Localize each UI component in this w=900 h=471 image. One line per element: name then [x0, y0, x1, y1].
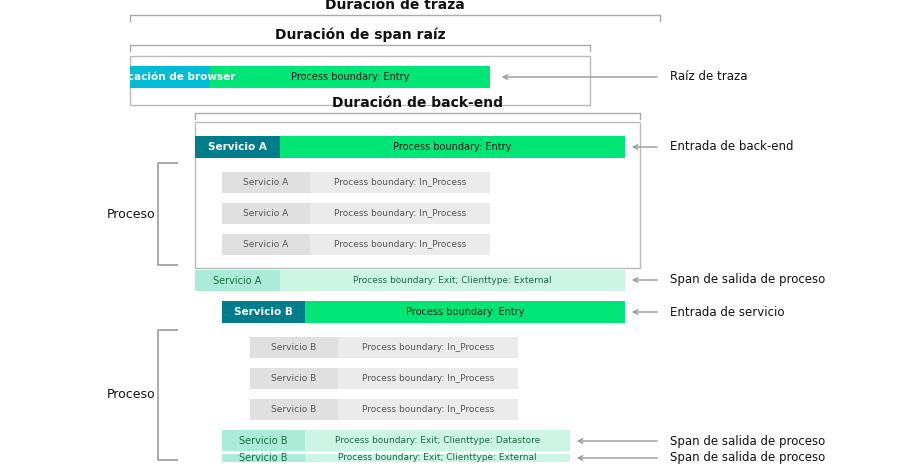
Text: Process boundary: In_Process: Process boundary: In_Process	[362, 405, 494, 414]
Text: Entrada de servicio: Entrada de servicio	[670, 306, 785, 318]
Bar	[130, 56, 590, 105]
Text: Entrada de back-end: Entrada de back-end	[670, 140, 794, 154]
Text: Servicio B: Servicio B	[234, 307, 292, 317]
Text: Span de salida de proceso: Span de salida de proceso	[670, 435, 825, 447]
Bar	[130, 66, 210, 88]
Text: Process boundary: Entry: Process boundary: Entry	[291, 72, 410, 82]
Text: Servicio A: Servicio A	[243, 178, 289, 187]
Bar	[250, 399, 338, 420]
Text: Servicio A: Servicio A	[213, 276, 262, 285]
Text: Servicio B: Servicio B	[272, 405, 317, 414]
Bar	[210, 66, 490, 88]
Text: Span de salida de proceso: Span de salida de proceso	[670, 274, 825, 286]
Bar	[195, 122, 640, 268]
Bar	[305, 301, 625, 323]
Text: Process boundary: Entry: Process boundary: Entry	[393, 142, 512, 152]
Bar	[305, 430, 570, 451]
Text: Aplicación de browser: Aplicación de browser	[104, 72, 235, 82]
Bar	[310, 172, 490, 193]
Bar	[250, 337, 338, 358]
Text: Proceso: Proceso	[106, 208, 155, 220]
Bar	[222, 234, 310, 255]
Text: Servicio B: Servicio B	[239, 436, 288, 446]
Text: Process boundary: Exit; Clienttype: Datastore: Process boundary: Exit; Clienttype: Data…	[335, 436, 540, 445]
Bar	[280, 270, 625, 291]
Bar	[250, 368, 338, 389]
Text: Servicio A: Servicio A	[243, 240, 289, 249]
Bar	[222, 454, 305, 462]
Bar	[310, 234, 490, 255]
Bar	[195, 136, 280, 158]
Text: Process boundary: Exit; Clienttype: External: Process boundary: Exit; Clienttype: Exte…	[338, 454, 536, 463]
Text: Process boundary: Exit; Clienttype: External: Process boundary: Exit; Clienttype: Exte…	[353, 276, 552, 285]
Text: Servicio A: Servicio A	[243, 209, 289, 218]
Text: Process boundary: Entry: Process boundary: Entry	[406, 307, 524, 317]
Text: Servicio B: Servicio B	[272, 343, 317, 352]
Bar	[222, 203, 310, 224]
Text: Servicio A: Servicio A	[208, 142, 267, 152]
Bar	[310, 203, 490, 224]
Bar	[195, 270, 280, 291]
Text: Process boundary: In_Process: Process boundary: In_Process	[362, 343, 494, 352]
Text: Proceso: Proceso	[106, 389, 155, 401]
Bar	[338, 399, 518, 420]
Bar	[280, 136, 625, 158]
Bar	[222, 430, 305, 451]
Text: Span de salida de proceso: Span de salida de proceso	[670, 452, 825, 464]
Bar	[338, 368, 518, 389]
Text: Process boundary: In_Process: Process boundary: In_Process	[334, 209, 466, 218]
Bar	[338, 337, 518, 358]
Text: Duración de back-end: Duración de back-end	[332, 96, 503, 110]
Bar	[222, 301, 305, 323]
Text: Raíz de traza: Raíz de traza	[670, 71, 748, 83]
Text: Process boundary: In_Process: Process boundary: In_Process	[362, 374, 494, 383]
Text: Servicio B: Servicio B	[272, 374, 317, 383]
Bar	[305, 454, 570, 462]
Text: Process boundary: In_Process: Process boundary: In_Process	[334, 178, 466, 187]
Text: Duración de span raíz: Duración de span raíz	[274, 27, 446, 42]
Text: Servicio B: Servicio B	[239, 453, 288, 463]
Bar	[222, 172, 310, 193]
Text: Process boundary: In_Process: Process boundary: In_Process	[334, 240, 466, 249]
Text: Duración de traza: Duración de traza	[325, 0, 465, 12]
